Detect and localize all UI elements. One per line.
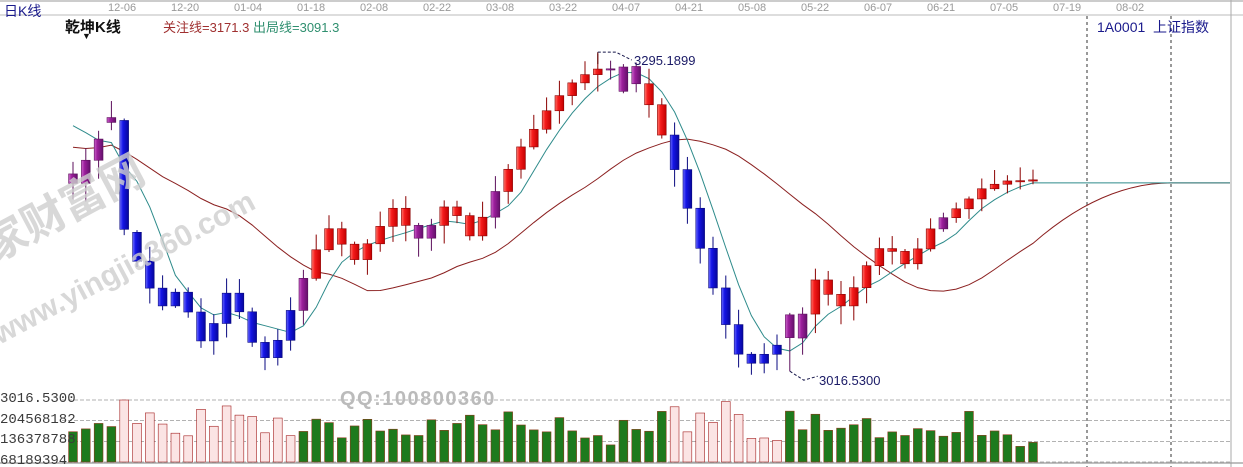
svg-text:02-22: 02-22 (423, 2, 451, 14)
svg-text:12-06: 12-06 (108, 2, 136, 14)
svg-text:01-04: 01-04 (234, 2, 262, 14)
svg-text:03-08: 03-08 (486, 2, 514, 14)
svg-text:07-05: 07-05 (990, 2, 1018, 14)
svg-text:3016.5300: 3016.5300 (819, 373, 880, 388)
svg-text:3295.1899: 3295.1899 (634, 53, 695, 68)
svg-text:04-07: 04-07 (612, 2, 640, 14)
svg-text:07-19: 07-19 (1053, 2, 1081, 14)
svg-text:03-22: 03-22 (549, 2, 577, 14)
svg-text:01-18: 01-18 (297, 2, 325, 14)
svg-text:05-22: 05-22 (801, 2, 829, 14)
svg-text:06-21: 06-21 (927, 2, 955, 14)
svg-text:05-08: 05-08 (738, 2, 766, 14)
svg-text:02-08: 02-08 (360, 2, 388, 14)
svg-text:08-02: 08-02 (1116, 2, 1144, 14)
svg-text:06-07: 06-07 (864, 2, 892, 14)
svg-text:12-20: 12-20 (171, 2, 199, 14)
svg-text:04-21: 04-21 (675, 2, 703, 14)
